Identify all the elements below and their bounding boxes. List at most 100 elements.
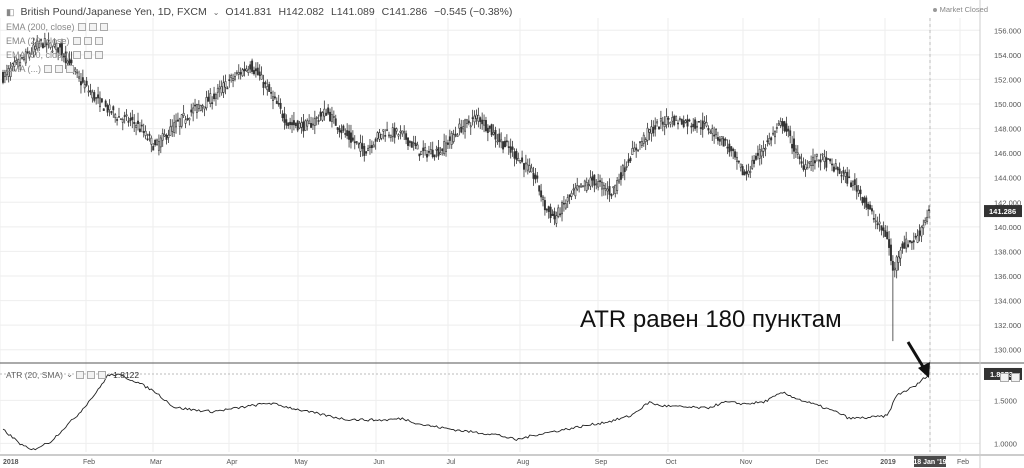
eye-icon[interactable] [76, 370, 85, 379]
indicator-row[interactable]: EMA (...) [6, 62, 108, 76]
eye-icon[interactable] [72, 51, 81, 59]
indicator-row[interactable]: EMA (20, close) [6, 34, 108, 48]
candle-body [370, 145, 373, 149]
candle [897, 251, 900, 271]
candle-body [842, 170, 845, 174]
candle-body [861, 197, 864, 204]
candle [658, 126, 660, 130]
candle-body [251, 60, 254, 72]
candle-body [47, 39, 50, 42]
candle [395, 127, 398, 135]
time-tick-label: Oct [666, 459, 677, 466]
atr-label[interactable]: ATR (20, SMA) [6, 369, 63, 380]
symbol-name[interactable]: British Pound/Japanese Yen, 1D, FXCM [20, 6, 207, 18]
candle-body [762, 148, 765, 152]
candle [49, 42, 52, 50]
time-tick-label: 2019 [880, 459, 896, 466]
candle-body [772, 132, 775, 135]
candle [798, 154, 801, 165]
candle-body [372, 144, 375, 148]
candle [711, 124, 714, 141]
candle-body [317, 120, 320, 122]
candle [235, 70, 238, 76]
close-icon[interactable] [66, 65, 75, 73]
candle-body [175, 120, 177, 128]
indicator-row[interactable]: EMA (200, close) [6, 20, 108, 34]
candle-body [89, 90, 92, 93]
candle [715, 127, 718, 139]
eye-icon[interactable] [72, 37, 81, 45]
chevron-down-icon[interactable]: ⌄ [66, 369, 74, 379]
candle-body [635, 147, 638, 151]
settings-icon[interactable] [83, 51, 92, 59]
candle [781, 118, 784, 134]
candle-body [486, 127, 489, 133]
candle-body [585, 182, 588, 191]
candle [416, 141, 419, 150]
candle [355, 141, 358, 145]
candle [443, 133, 446, 156]
settings-icon[interactable] [88, 23, 97, 31]
pane-maximize-icon[interactable] [1011, 373, 1020, 382]
candle-body [756, 152, 759, 156]
candle [184, 115, 187, 129]
open-value: O141.831 [225, 6, 272, 18]
candle [334, 114, 337, 126]
candle [254, 62, 257, 78]
indicator-list: EMA (200, close) EMA (20, close) EMA (50… [6, 20, 108, 76]
pane-minimize-icon[interactable] [1000, 373, 1009, 382]
candle-body [112, 106, 115, 111]
candle [747, 163, 750, 178]
candle [133, 114, 136, 132]
candle [739, 163, 742, 172]
candle [388, 131, 390, 139]
candle-body [49, 42, 52, 48]
candle [631, 140, 634, 155]
indicator-row[interactable]: EMA (50, close) [6, 48, 108, 62]
candle-body [684, 120, 687, 123]
candle [439, 146, 442, 155]
candle [753, 155, 756, 168]
candle-body [78, 76, 81, 79]
candle [456, 133, 459, 138]
candle-body [260, 74, 263, 80]
candle [507, 140, 510, 155]
candle-body [747, 170, 750, 175]
settings-icon[interactable] [55, 65, 64, 73]
indicator-label: EMA (50, close) [6, 50, 70, 60]
candle-body [669, 121, 672, 125]
candle-body [214, 94, 217, 99]
settings-icon[interactable] [83, 37, 92, 45]
time-tick-label: May [294, 459, 308, 466]
candle-body [547, 206, 550, 212]
chevron-down-icon[interactable]: ⌄ [212, 7, 220, 17]
candle [576, 177, 579, 192]
settings-icon[interactable] [87, 370, 96, 379]
candle [228, 74, 231, 88]
candle [834, 158, 837, 170]
close-icon[interactable] [98, 370, 107, 379]
candle [2, 69, 4, 85]
candle-body [502, 141, 505, 150]
close-icon[interactable] [99, 23, 108, 31]
close-icon[interactable] [94, 51, 103, 59]
candle [431, 141, 434, 159]
symbol-collapse-icon[interactable]: ◧ [6, 6, 15, 17]
eye-icon[interactable] [77, 23, 86, 31]
candle-body [380, 133, 383, 139]
candle-body [545, 208, 548, 211]
candle [827, 158, 830, 160]
candle-body [504, 140, 506, 148]
candle [349, 124, 352, 149]
candle [928, 205, 930, 219]
candle-body [414, 142, 417, 147]
close-icon[interactable] [94, 37, 103, 45]
candle [787, 125, 790, 138]
candle [831, 158, 833, 172]
candle [412, 135, 415, 151]
candle [635, 143, 638, 158]
candle [389, 134, 392, 142]
candle [226, 86, 229, 90]
eye-icon[interactable] [44, 65, 53, 73]
